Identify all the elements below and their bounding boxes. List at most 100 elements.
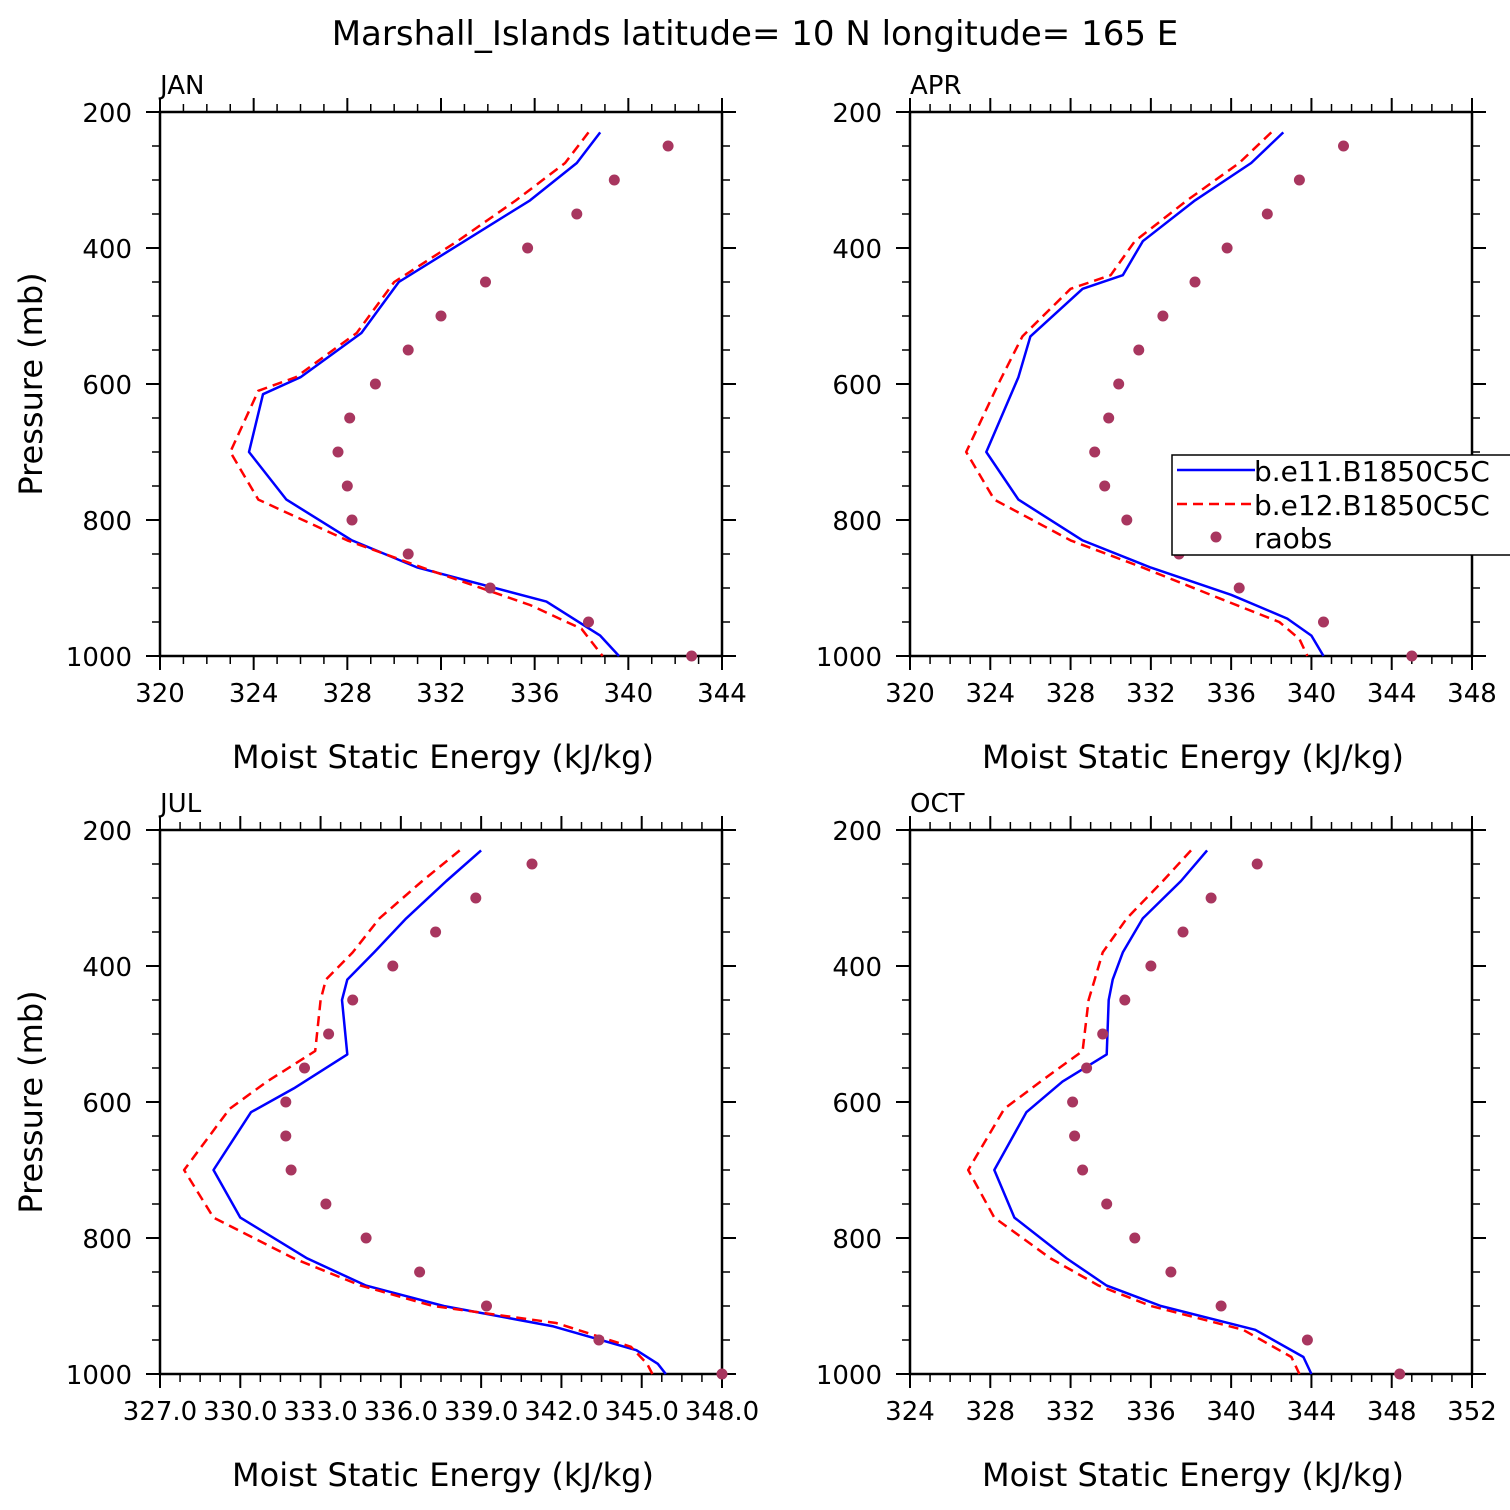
obs-point (1318, 616, 1329, 628)
obs-point (299, 1062, 310, 1074)
obs-point (1301, 1334, 1313, 1346)
x-tick-label: 332 (416, 679, 466, 709)
series-line-model2 (966, 849, 1301, 1375)
legend-label-obs: raobs (1254, 522, 1332, 555)
series-line-model2 (182, 849, 654, 1375)
obs-point (470, 892, 482, 904)
obs-point (1101, 1198, 1113, 1210)
panel-label: OCT (910, 789, 965, 819)
x-tick-label: 324 (965, 679, 1015, 709)
y-tick-label: 800 (832, 1225, 882, 1255)
x-tick-label: 340 (1206, 1397, 1256, 1427)
obs-point (1338, 140, 1349, 152)
obs-point (571, 208, 583, 220)
obs-point (280, 1130, 292, 1142)
y-axis-label: Pressure (mb) (12, 990, 50, 1213)
series-line-model1 (247, 131, 620, 657)
obs-point (1406, 650, 1418, 662)
y-tick-label: 400 (82, 235, 132, 265)
panel-jan: JAN 320 324 328 332 336 340 344 200 400 600 800 1000… (12, 71, 747, 776)
y-tick-label: 800 (82, 507, 132, 537)
x-tick-label: 336.0 (364, 1397, 438, 1427)
x-tick-label: 333.0 (283, 1397, 357, 1427)
obs-point (346, 514, 358, 526)
obs-point (402, 548, 414, 560)
obs-point (1119, 994, 1131, 1006)
y-tick-label: 1000 (816, 643, 882, 673)
y-tick-label: 1000 (66, 643, 132, 673)
x-tick-label: 328 (323, 679, 373, 709)
y-tick-label: 400 (832, 235, 882, 265)
x-axis-label: Moist Static Energy (kJ/kg) (982, 738, 1404, 776)
series-line-model2 (964, 131, 1309, 657)
panel-oct: OCT 324 328 332 336 340 344 348 352 200 400 600 800 1… (816, 789, 1497, 1494)
obs-point (1205, 892, 1217, 904)
panel-apr: APR 320 324 328 332 336 340 344 348 200 400 600 800 1… (816, 71, 1497, 776)
obs-point (1133, 344, 1145, 356)
obs-point (1233, 582, 1245, 594)
obs-point (526, 858, 538, 870)
obs-point (344, 412, 356, 424)
y-tick-label: 600 (82, 1089, 132, 1119)
obs-point (583, 616, 594, 628)
x-axis-label: Moist Static Energy (kJ/kg) (982, 1456, 1404, 1494)
obs-point (435, 310, 447, 322)
y-tick-label: 1000 (66, 1361, 132, 1391)
obs-point (1099, 480, 1111, 492)
x-tick-label: 330.0 (203, 1397, 277, 1427)
x-tick-label: 324 (229, 679, 279, 709)
obs-point (593, 1334, 605, 1346)
obs-point (1089, 446, 1101, 458)
obs-point (481, 1300, 492, 1312)
obs-point (332, 446, 344, 458)
obs-point (1251, 858, 1263, 870)
obs-point (608, 174, 620, 186)
plot-frame (158, 828, 724, 1376)
x-axis-label: Moist Static Energy (kJ/kg) (232, 738, 654, 776)
obs-point (1113, 378, 1125, 390)
obs-point (414, 1266, 426, 1278)
y-tick-label: 600 (832, 371, 882, 401)
x-tick-label: 340 (1287, 679, 1337, 709)
obs-point (1177, 926, 1189, 938)
obs-point (1081, 1062, 1093, 1074)
x-tick-label: 344 (1367, 679, 1417, 709)
obs-point (1067, 1096, 1079, 1108)
x-tick-label: 339.0 (444, 1397, 518, 1427)
x-tick-label: 320 (885, 679, 935, 709)
x-tick-label: 344 (697, 679, 747, 709)
y-axis-label: Pressure (mb) (12, 272, 50, 495)
x-tick-label: 336 (1206, 679, 1256, 709)
obs-point (1394, 1368, 1406, 1380)
y-tick-label: 200 (82, 99, 132, 129)
obs-point (430, 926, 442, 938)
obs-point (716, 1368, 728, 1380)
x-tick-label: 352 (1447, 1397, 1497, 1427)
x-tick-label: 348 (1367, 1397, 1417, 1427)
y-tick-label: 800 (82, 1225, 132, 1255)
obs-point (1145, 960, 1157, 972)
x-tick-label: 348.0 (685, 1397, 759, 1427)
panel-label: APR (910, 71, 962, 101)
plot-frame (908, 110, 1474, 658)
obs-point (1069, 1130, 1081, 1142)
obs-point (522, 242, 534, 254)
legend: b.e11.B1850C5C b.e12.B1850C5C raobs (1171, 454, 1510, 556)
obs-point (369, 378, 381, 390)
x-tick-label: 328 (965, 1397, 1015, 1427)
y-tick-label: 200 (832, 99, 882, 129)
panel-label: JUL (158, 789, 202, 819)
x-tick-label: 328 (1046, 679, 1096, 709)
x-tick-label: 327.0 (123, 1397, 197, 1427)
x-tick-label: 345.0 (604, 1397, 678, 1427)
obs-point (686, 650, 698, 662)
x-axis-label: Moist Static Energy (kJ/kg) (232, 1456, 654, 1494)
series-line-model2 (229, 131, 604, 657)
obs-point (484, 582, 496, 594)
obs-point (387, 960, 399, 972)
obs-point (1261, 208, 1273, 220)
obs-point (280, 1096, 292, 1108)
obs-point (360, 1232, 372, 1244)
series-line-model1 (212, 849, 667, 1375)
y-tick-label: 400 (82, 953, 132, 983)
